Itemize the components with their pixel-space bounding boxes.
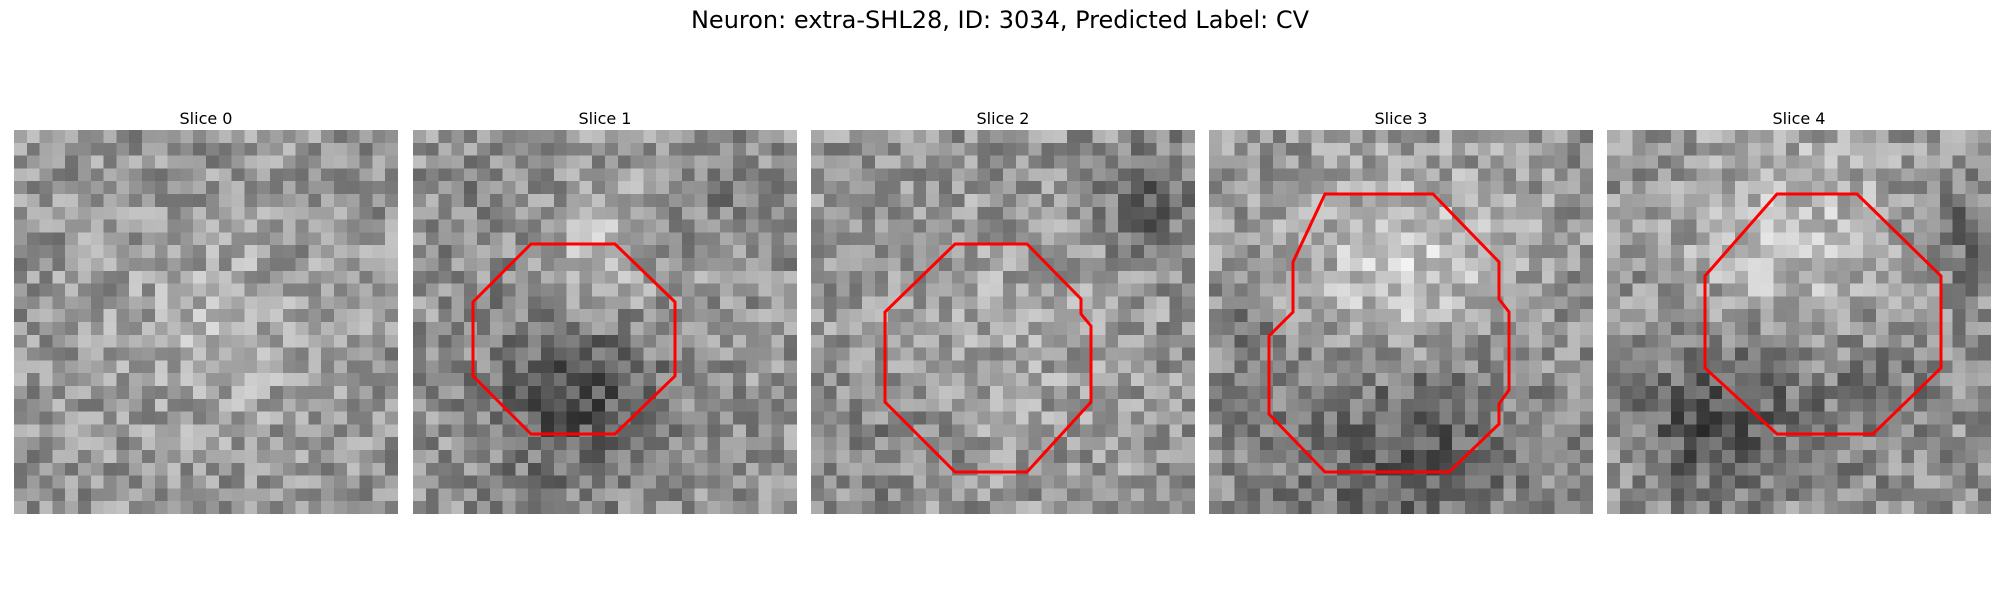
slice-title-2: Slice 2 [976,109,1030,128]
outline-overlay-3 [1267,192,1511,474]
neuron-outline-4 [1703,192,1943,436]
slice-panel-1: Slice 1 [413,108,797,514]
slice-image-1 [413,130,797,514]
neuron-outline-3 [1267,192,1511,474]
slice-title-0: Slice 0 [179,109,233,128]
outline-overlay-1 [471,242,677,436]
slice-title-1: Slice 1 [578,109,632,128]
slice-image-2 [811,130,1195,514]
slice-title-4: Slice 4 [1772,109,1826,128]
slice-image-0 [14,130,398,514]
neuron-outline-2 [883,242,1093,474]
slice-panel-4: Slice 4 [1607,108,1991,514]
slice-panel-2: Slice 2 [811,108,1195,514]
outline-overlay-2 [883,242,1093,474]
slice-panel-0: Slice 0 [14,108,398,514]
figure-title: Neuron: extra-SHL28, ID: 3034, Predicted… [690,6,1310,34]
slice-title-3: Slice 3 [1374,109,1428,128]
outline-overlay-4 [1703,192,1943,436]
slice-panel-3: Slice 3 [1209,108,1593,514]
neuron-outline-1 [471,242,677,436]
